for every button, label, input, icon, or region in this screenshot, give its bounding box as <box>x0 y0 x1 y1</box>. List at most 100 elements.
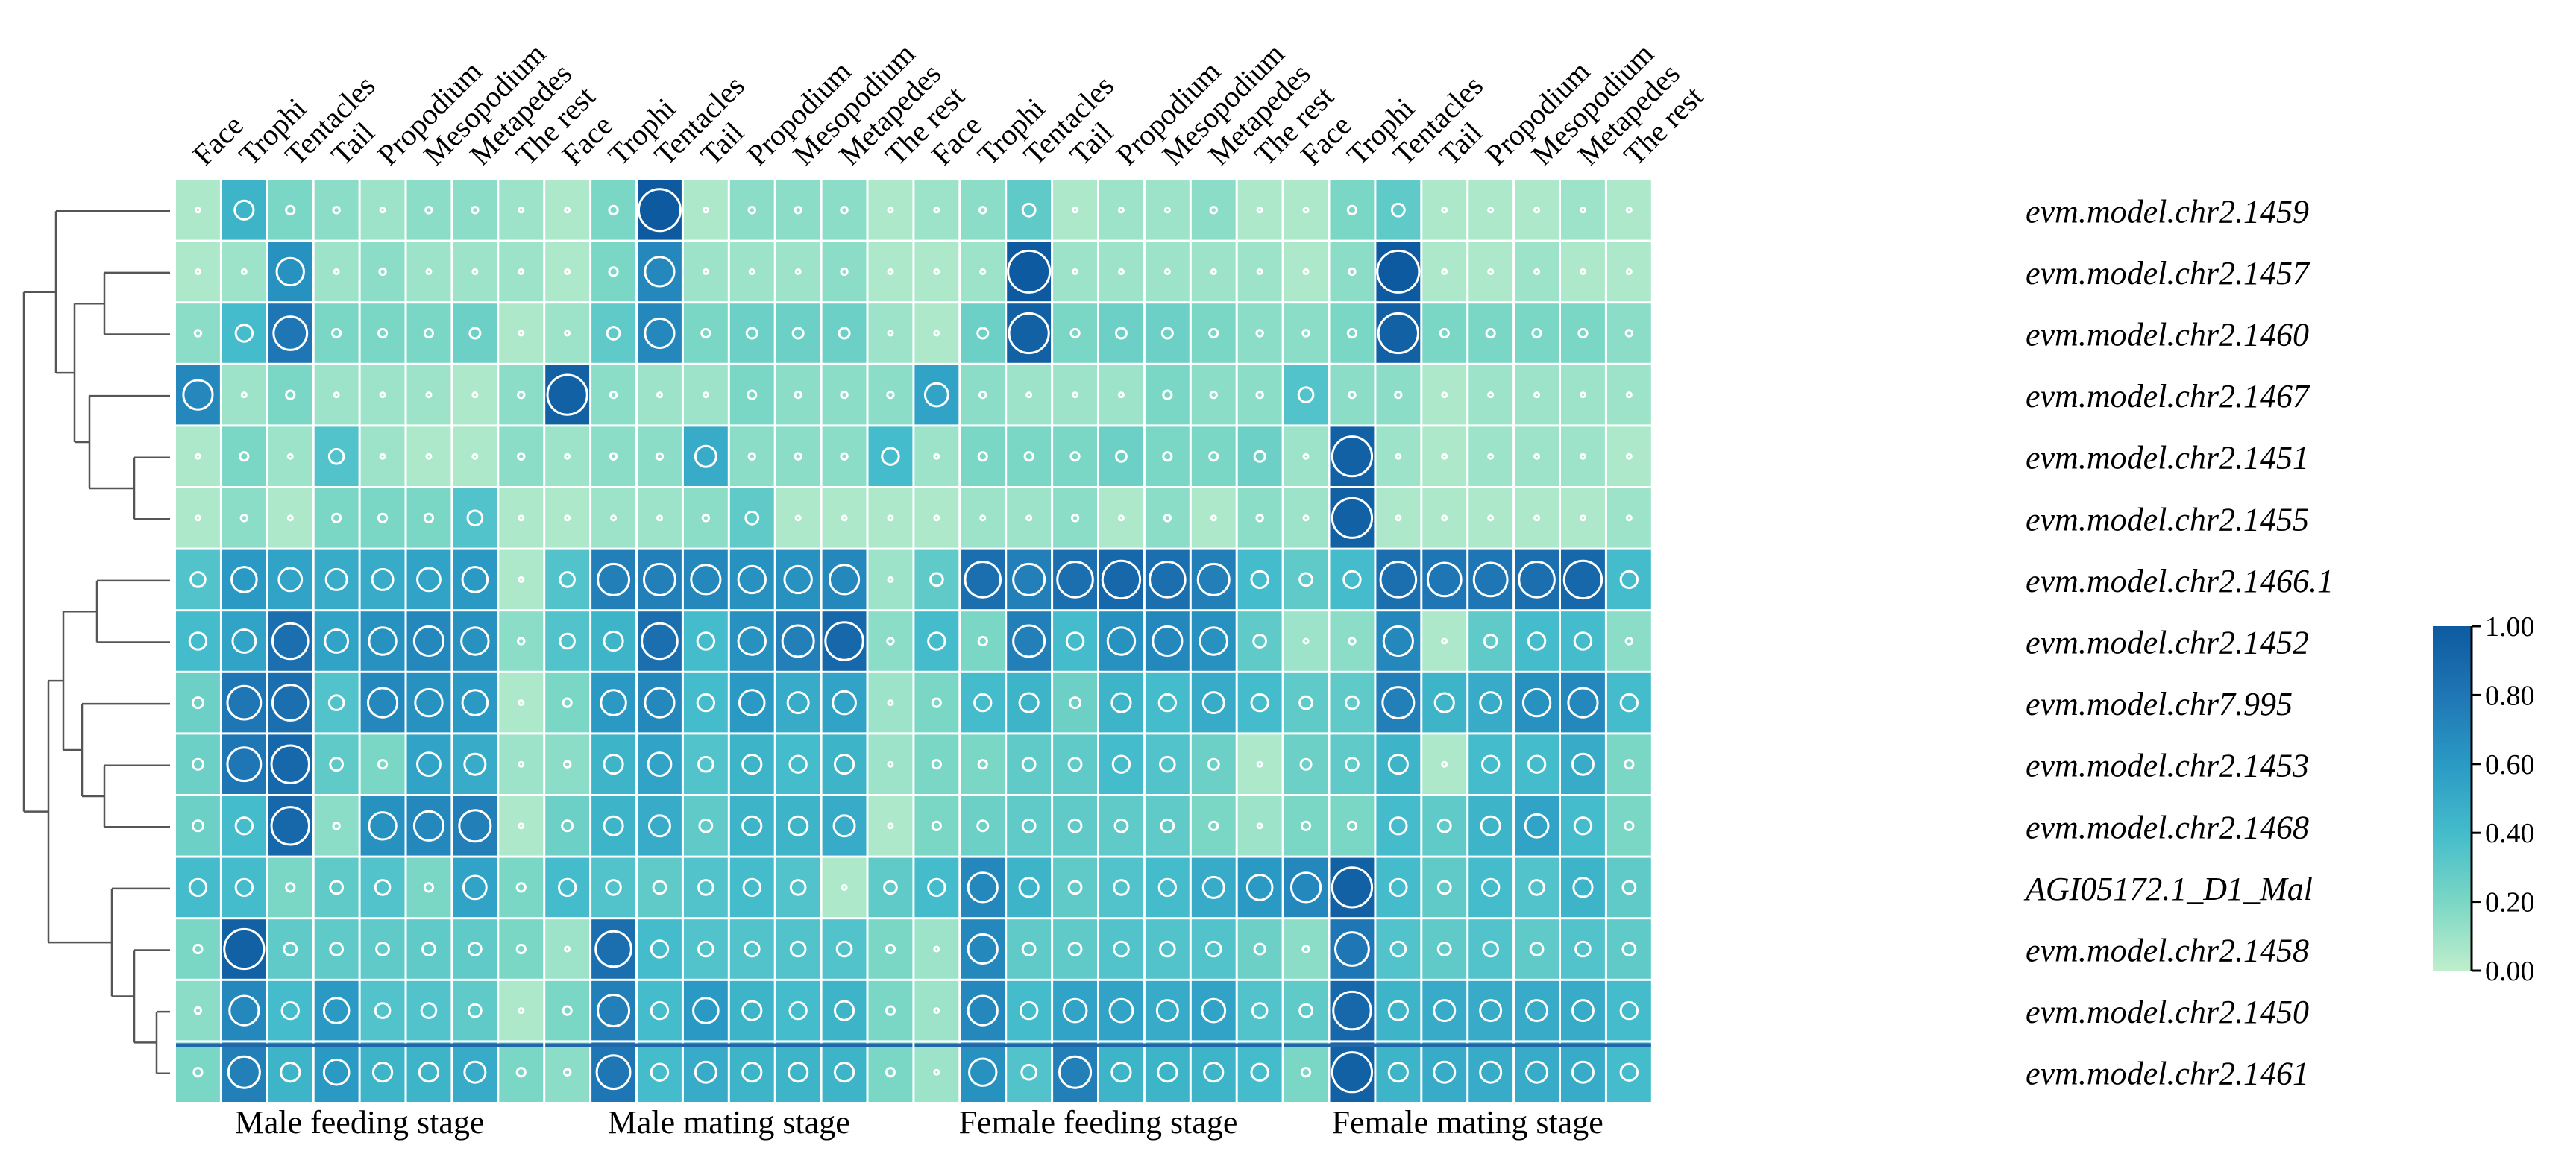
value-circle <box>240 268 248 275</box>
heatmap-cell <box>1561 980 1605 1041</box>
heatmap-cell <box>868 365 913 425</box>
value-circle <box>1389 877 1408 898</box>
value-circle <box>1245 874 1274 901</box>
heatmap-cell <box>1606 796 1651 856</box>
heatmap-cell <box>1561 611 1605 671</box>
heatmap-cell <box>868 857 913 918</box>
value-circle <box>1117 207 1125 214</box>
heatmap-cell <box>776 919 820 979</box>
heatmap-cell <box>914 611 959 671</box>
heatmap-cell <box>683 672 728 733</box>
heatmap-cell <box>1053 303 1097 363</box>
heatmap-cell <box>360 796 405 856</box>
value-circle <box>741 1062 763 1083</box>
value-circle <box>1251 1002 1269 1019</box>
heatmap-cell <box>1330 611 1375 671</box>
heatmap-cell <box>222 488 266 548</box>
value-circle <box>603 815 624 836</box>
value-circle <box>1485 327 1496 339</box>
value-circle <box>1255 329 1264 338</box>
value-circle <box>518 576 525 583</box>
value-circle <box>1019 1000 1039 1021</box>
heatmap-cell <box>499 303 544 363</box>
value-circle <box>189 571 207 588</box>
heatmap-cell <box>1053 426 1097 486</box>
heatmap-cell <box>1099 980 1143 1041</box>
heatmap-cell <box>499 611 544 671</box>
heatmap-cell <box>914 488 959 548</box>
value-circle <box>518 1007 525 1015</box>
heatmap-cell <box>314 857 359 918</box>
value-circle <box>468 327 482 340</box>
value-circle <box>781 624 815 658</box>
heatmap-cell <box>729 365 774 425</box>
value-circle <box>1479 691 1503 715</box>
row-label: evm.model.chr2.1450 <box>2026 994 2309 1030</box>
heatmap-cell <box>683 365 728 425</box>
value-circle <box>1201 875 1225 899</box>
heatmap-cell <box>1099 488 1143 548</box>
value-circle <box>239 514 249 523</box>
value-circle <box>1110 692 1132 713</box>
heatmap-cell <box>914 980 959 1041</box>
heatmap-cell <box>1468 365 1513 425</box>
value-circle <box>603 754 624 775</box>
heatmap-cell <box>776 796 820 856</box>
value-circle <box>1348 267 1357 277</box>
heatmap-cell <box>360 549 405 610</box>
heatmap-cell <box>268 796 312 856</box>
heatmap-cell <box>1561 488 1605 548</box>
heatmap-cell <box>1053 857 1097 918</box>
heatmap-cell <box>1191 180 1236 240</box>
heatmap-cell <box>1422 796 1467 856</box>
heatmap-cell <box>1237 672 1282 733</box>
value-circle <box>1487 391 1495 399</box>
heatmap-cell <box>268 549 312 610</box>
value-circle <box>1018 692 1040 713</box>
value-circle <box>322 1058 351 1086</box>
heatmap-cell <box>1422 303 1467 363</box>
value-circle <box>694 444 717 468</box>
heatmap-cell <box>406 303 451 363</box>
value-circle <box>1162 389 1173 400</box>
heatmap-cell <box>1007 857 1052 918</box>
heatmap-cell <box>1145 672 1190 733</box>
value-circle <box>1441 514 1448 522</box>
heatmap-cell <box>1330 303 1375 363</box>
value-circle <box>371 567 395 591</box>
value-circle <box>280 1000 300 1021</box>
value-circle <box>423 327 435 339</box>
value-circle <box>1619 693 1639 713</box>
value-circle <box>193 1006 203 1015</box>
value-circle <box>979 514 987 522</box>
value-circle <box>564 514 571 522</box>
heatmap-cell <box>222 180 266 240</box>
heatmap-cell <box>1468 488 1513 548</box>
value-circle <box>737 626 767 656</box>
value-circle <box>968 1057 998 1087</box>
heatmap-cell <box>453 180 497 240</box>
heatmap-cell <box>1007 796 1052 856</box>
heatmap-cell <box>1053 365 1097 425</box>
heatmap-cell <box>776 303 820 363</box>
value-circle <box>1203 1062 1225 1083</box>
value-circle <box>1300 1067 1312 1078</box>
value-circle <box>194 207 201 214</box>
heatmap-cell <box>961 426 1005 486</box>
value-circle <box>833 1062 855 1083</box>
heatmap-cell <box>868 734 913 794</box>
heatmap-cell <box>729 426 774 486</box>
value-circle <box>194 268 201 275</box>
value-circle <box>1525 1060 1549 1084</box>
heatmap-cell <box>1422 180 1467 240</box>
heatmap-cell <box>1099 734 1143 794</box>
heatmap-cell <box>822 796 867 856</box>
heatmap-cell <box>1191 796 1236 856</box>
column-labels: FaceTrophiTentaclesTailPropodiumMesopodi… <box>186 37 1709 171</box>
heatmap-cell <box>268 1042 312 1102</box>
value-circle <box>690 564 722 596</box>
heatmap-cell <box>683 919 728 979</box>
value-circle <box>1480 815 1501 836</box>
value-circle <box>1332 990 1372 1031</box>
heatmap-cell <box>222 796 266 856</box>
